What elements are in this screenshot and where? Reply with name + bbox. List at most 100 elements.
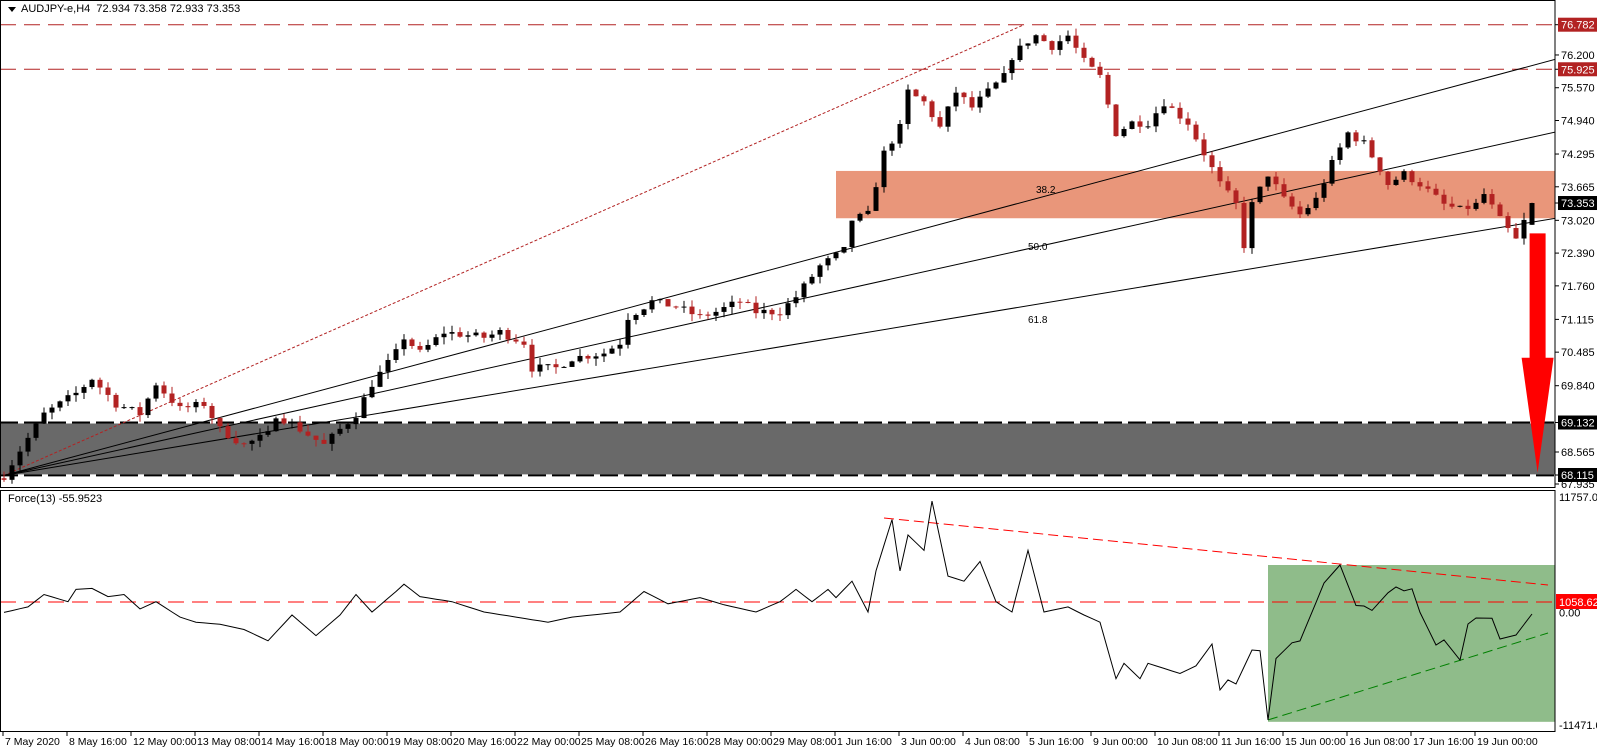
candle [137, 402, 143, 422]
candle-body [17, 451, 23, 466]
candle-body [681, 306, 687, 308]
price-axis-label: 76.200 [1561, 50, 1595, 62]
price-axis-label: 73.353 [1561, 198, 1595, 210]
candle-body [1073, 35, 1079, 48]
candle [49, 404, 55, 420]
price-axis-label: 72.390 [1561, 248, 1595, 260]
candle-body [545, 364, 551, 366]
candle [489, 330, 495, 342]
force-panel-frame [0, 490, 1556, 732]
candle-body [521, 341, 527, 345]
candle [1193, 121, 1199, 142]
candle [769, 308, 775, 321]
candle [929, 99, 935, 122]
candle-body [793, 297, 799, 304]
price-axis-label: 68.565 [1561, 447, 1595, 459]
low-value: 72.933 [169, 3, 204, 15]
candle [673, 305, 679, 310]
candle-body [41, 412, 47, 424]
candle-body [313, 435, 319, 440]
candle [1281, 178, 1287, 199]
candle-body [1281, 184, 1287, 197]
candle [1073, 28, 1079, 54]
open-value: 72.934 [96, 3, 131, 15]
candle [793, 290, 799, 308]
candle [1257, 186, 1263, 204]
candle [329, 432, 335, 451]
candle-body [289, 422, 295, 424]
candle [593, 353, 599, 366]
dropdown-triangle-icon[interactable] [8, 6, 16, 12]
candle-body [401, 339, 407, 350]
price-axis-label: 71.115 [1561, 314, 1594, 326]
candle-body [1273, 176, 1279, 185]
price-axis-label: 71.760 [1561, 281, 1595, 293]
candle [801, 281, 807, 303]
candle-body [993, 82, 999, 89]
candle-body [201, 401, 207, 406]
candle [745, 299, 751, 304]
time-axis-label: 19 Jun 00:00 [1477, 736, 1538, 748]
price-axis-label: 73.020 [1561, 215, 1595, 227]
candle-body [1473, 202, 1479, 209]
candle-body [937, 117, 943, 127]
candle-body [1153, 113, 1159, 127]
candle-body [617, 344, 623, 349]
candle-body [689, 306, 695, 315]
candle [153, 382, 159, 402]
force-label-bg [1556, 594, 1597, 610]
candle-body [1185, 118, 1191, 125]
candle-body [225, 426, 231, 439]
candle-body [673, 306, 679, 308]
candle [105, 382, 111, 402]
candle [1081, 42, 1087, 63]
candle-body [257, 434, 263, 441]
candle [97, 377, 103, 395]
candle-body [657, 299, 663, 301]
candle-body [49, 407, 55, 413]
candle-body [1377, 157, 1383, 172]
candle [425, 339, 431, 353]
candle [985, 82, 991, 99]
candle-body [761, 309, 767, 314]
candle-body [1497, 204, 1503, 217]
candle [697, 309, 703, 319]
candle-body [529, 344, 535, 372]
candle [1505, 212, 1511, 233]
candle-body [865, 210, 871, 214]
candle [289, 418, 295, 429]
price-label-bg [1558, 196, 1597, 211]
candle [1121, 126, 1127, 138]
close-value: 73.353 [206, 3, 241, 15]
price-axis-label: 70.485 [1561, 347, 1595, 359]
candle-body [737, 301, 743, 303]
candle [113, 392, 119, 412]
candle [937, 111, 943, 129]
candle-body [593, 356, 599, 359]
candle-body [345, 424, 351, 429]
candle [353, 412, 359, 430]
candle-body [641, 309, 647, 315]
time-axis-label: 19 May 08:00 [389, 736, 453, 748]
candle [513, 334, 519, 344]
time-axis-label: 14 May 16:00 [261, 736, 325, 748]
candle-body [977, 96, 983, 108]
candle [721, 302, 727, 318]
candle-body [329, 433, 335, 444]
candle-body [1129, 121, 1135, 129]
candle [921, 94, 927, 106]
candle-body [1089, 57, 1095, 67]
candle [321, 433, 327, 444]
candle-body [1297, 206, 1303, 215]
candle [1, 471, 7, 482]
time-axis-label: 4 Jun 08:00 [965, 736, 1020, 748]
candle [465, 331, 471, 343]
candle [81, 384, 87, 399]
time-axis-label: 13 May 08:00 [197, 736, 261, 748]
candle-body [73, 392, 79, 396]
candle [193, 399, 199, 413]
candle [1161, 99, 1167, 115]
candle [1465, 199, 1471, 216]
candle-body [1209, 155, 1215, 168]
candle-body [121, 407, 127, 409]
